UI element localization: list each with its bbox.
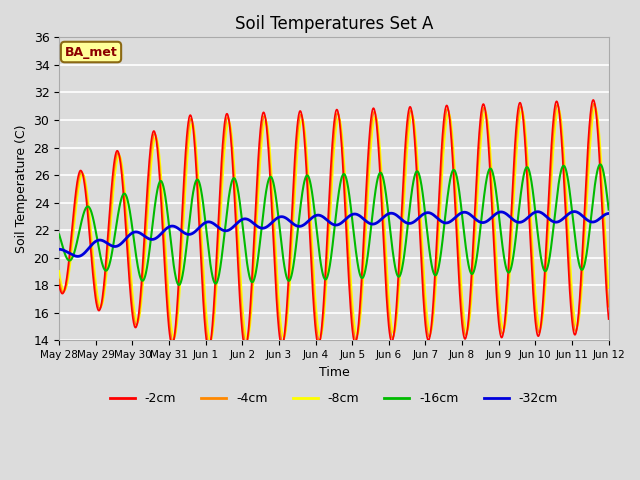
Text: BA_met: BA_met: [65, 46, 117, 59]
Y-axis label: Soil Temperature (C): Soil Temperature (C): [15, 125, 28, 253]
Title: Soil Temperatures Set A: Soil Temperatures Set A: [235, 15, 433, 33]
X-axis label: Time: Time: [319, 366, 349, 379]
Legend: -2cm, -4cm, -8cm, -16cm, -32cm: -2cm, -4cm, -8cm, -16cm, -32cm: [105, 387, 563, 410]
